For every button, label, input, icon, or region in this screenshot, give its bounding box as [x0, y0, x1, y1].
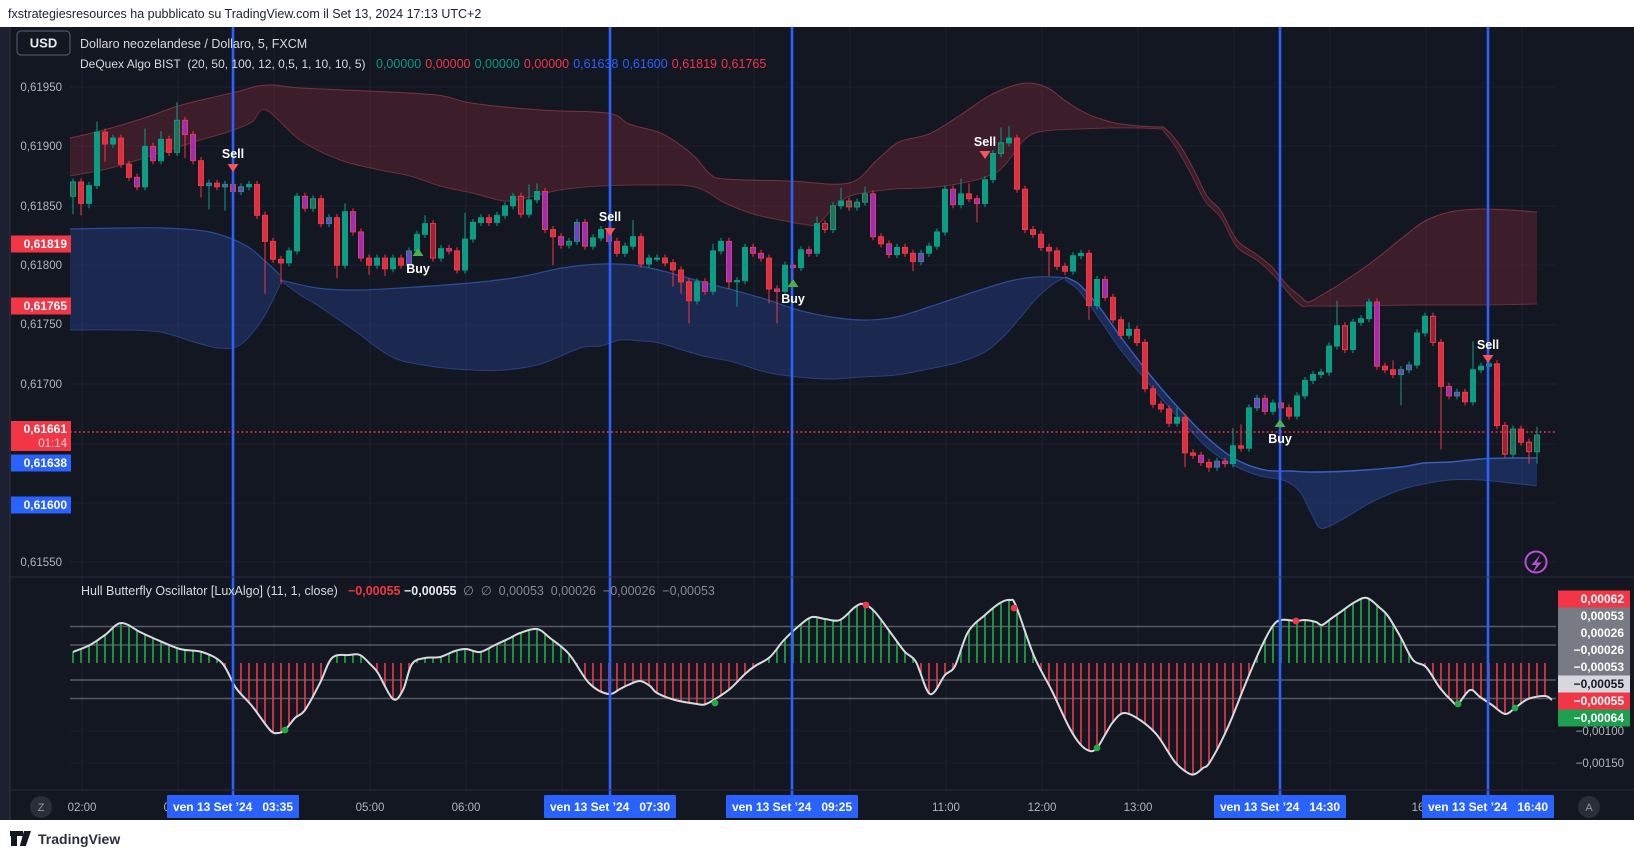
- svg-text:0,00062: 0,00062: [1581, 592, 1625, 606]
- svg-text:Buy: Buy: [1268, 432, 1292, 446]
- svg-text:−0,00055: −0,00055: [348, 584, 401, 598]
- svg-text:−0,00026: −0,00026: [1574, 643, 1625, 657]
- svg-text:−0,00053: −0,00053: [1574, 660, 1625, 674]
- svg-text:−0,00055: −0,00055: [404, 584, 457, 598]
- svg-text:Buy: Buy: [406, 262, 430, 276]
- svg-text:0,61661: 0,61661: [24, 422, 68, 436]
- svg-text:0,61638: 0,61638: [573, 57, 618, 71]
- svg-text:0,00000: 0,00000: [376, 57, 421, 71]
- svg-text:Dollaro neozelandese / Dollaro: Dollaro neozelandese / Dollaro, 5, FXCM: [80, 37, 307, 51]
- svg-text:A: A: [1585, 802, 1593, 814]
- svg-text:0,61638: 0,61638: [24, 456, 68, 470]
- svg-text:0,00000: 0,00000: [475, 57, 520, 71]
- svg-text:DeQuex Algo BIST (20, 50, 100: DeQuex Algo BIST (20, 50, 100, 12, 0,5, …: [80, 57, 366, 71]
- svg-text:Sell: Sell: [222, 147, 244, 161]
- svg-text:−0,00064: −0,00064: [1574, 711, 1625, 725]
- svg-text:Sell: Sell: [1477, 338, 1499, 352]
- svg-text:0,61750: 0,61750: [20, 319, 62, 331]
- svg-text:0,00053: 0,00053: [1581, 609, 1625, 623]
- svg-text:∅ ∅ 0,00053 0,00026 −0,000: ∅ ∅ 0,00053 0,00026 −0,00026 −0,00053: [463, 584, 715, 598]
- svg-text:0,61819: 0,61819: [672, 57, 717, 71]
- svg-text:Z: Z: [38, 802, 45, 814]
- svg-text:0,61819: 0,61819: [24, 237, 68, 251]
- svg-text:0,61850: 0,61850: [20, 201, 62, 213]
- svg-text:0,61700: 0,61700: [20, 379, 62, 391]
- svg-text:0,61765: 0,61765: [721, 57, 766, 71]
- svg-text:USD: USD: [30, 36, 57, 51]
- svg-text:05:00: 05:00: [356, 802, 385, 814]
- svg-text:Buy: Buy: [781, 292, 805, 306]
- svg-text:Hull Butterfly Oscillator [Lux: Hull Butterfly Oscillator [LuxAlgo] (11,…: [81, 584, 338, 598]
- svg-text:0,61900: 0,61900: [20, 141, 62, 153]
- svg-text:0,61950: 0,61950: [20, 82, 62, 94]
- svg-text:12:00: 12:00: [1028, 802, 1057, 814]
- svg-text:−0,00150: −0,00150: [1576, 758, 1624, 770]
- svg-text:0,61600: 0,61600: [24, 498, 68, 512]
- svg-text:02:00: 02:00: [68, 802, 97, 814]
- svg-text:−0,00100: −0,00100: [1576, 726, 1624, 738]
- svg-text:Sell: Sell: [974, 135, 996, 149]
- svg-text:0,00000: 0,00000: [524, 57, 569, 71]
- svg-text:ven 13 Set ’24 14:30: ven 13 Set ’24 14:30: [1220, 800, 1340, 814]
- svg-text:−0,00055: −0,00055: [1574, 677, 1625, 691]
- svg-text:0,00026: 0,00026: [1581, 626, 1625, 640]
- svg-text:11:00: 11:00: [932, 802, 960, 814]
- svg-text:0,61600: 0,61600: [623, 57, 668, 71]
- svg-text:13:00: 13:00: [1124, 802, 1153, 814]
- svg-text:0,61765: 0,61765: [24, 299, 68, 313]
- svg-text:0,61800: 0,61800: [20, 260, 62, 272]
- svg-text:−0,00055: −0,00055: [1574, 694, 1625, 708]
- svg-text:ven 13 Set ’24 09:25: ven 13 Set ’24 09:25: [732, 800, 852, 814]
- svg-text:ven 13 Set ’24 07:30: ven 13 Set ’24 07:30: [550, 800, 670, 814]
- svg-text:0,61550: 0,61550: [20, 557, 62, 569]
- svg-text:06:00: 06:00: [452, 802, 481, 814]
- svg-text:Sell: Sell: [599, 210, 621, 224]
- svg-text:ven 13 Set ’24 03:35: ven 13 Set ’24 03:35: [173, 800, 293, 814]
- svg-text:01:14: 01:14: [38, 438, 67, 450]
- svg-text:ven 13 Set ’24 16:40: ven 13 Set ’24 16:40: [1428, 800, 1548, 814]
- svg-text:0,00000: 0,00000: [425, 57, 470, 71]
